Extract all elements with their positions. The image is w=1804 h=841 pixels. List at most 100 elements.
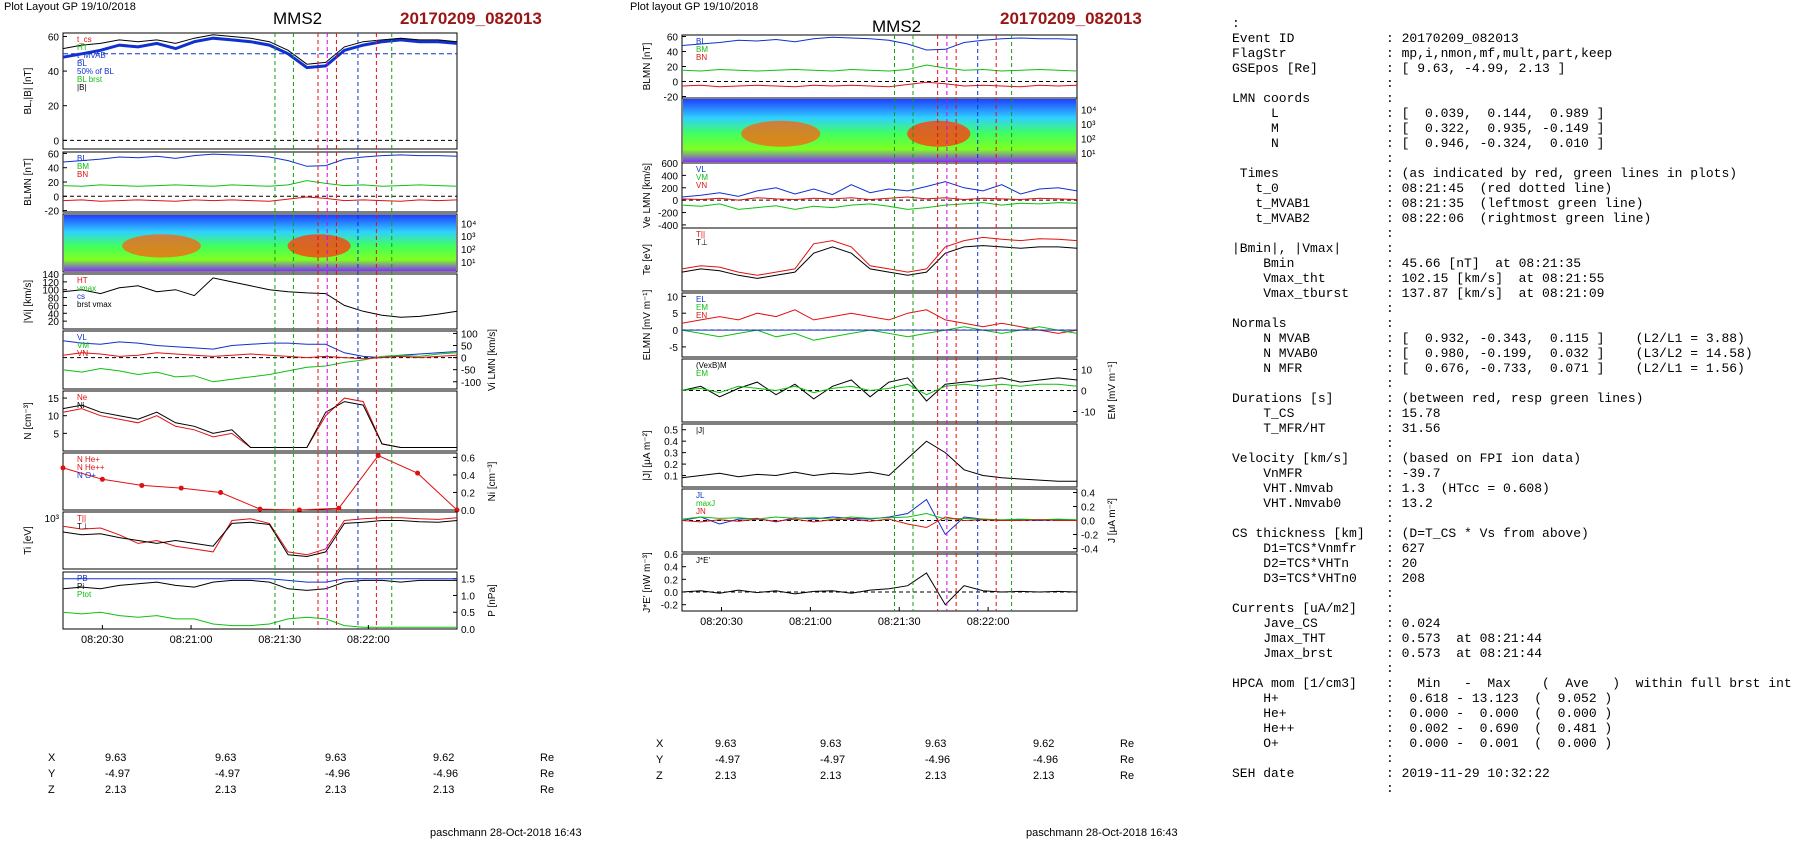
y-tick-label: 0.3 xyxy=(664,449,678,460)
series-line xyxy=(681,196,1078,201)
y-tick-label: 0 xyxy=(672,326,678,337)
spectrogram-hot-region xyxy=(741,120,821,147)
summary-row: LMN coords: xyxy=(1232,91,1802,106)
series-line xyxy=(62,579,457,591)
y-tick-label: 20 xyxy=(48,178,60,189)
legend-label: VL xyxy=(696,165,706,174)
summary-row: : xyxy=(1232,586,1802,601)
legend-label: cs xyxy=(77,292,85,301)
series-line xyxy=(681,326,1078,341)
summary-key: SEH date xyxy=(1232,766,1295,781)
legend-label: EM xyxy=(696,369,708,378)
series-line xyxy=(62,611,457,628)
summary-value: : xyxy=(1386,586,1402,601)
summary-row: O+: 0.000 - 0.001 ( 0.000 ) xyxy=(1232,736,1802,751)
series-line xyxy=(681,236,1078,276)
legend-label: JN xyxy=(696,507,706,516)
legend-label: Pi xyxy=(77,582,84,591)
legend-label: BL brst xyxy=(77,75,103,84)
summary-row: N: [ 0.946, -0.324, 0.010 ] xyxy=(1232,136,1802,151)
summary-key: Currents [uA/m2] xyxy=(1232,601,1357,616)
data-point xyxy=(296,507,302,513)
series-line xyxy=(681,36,1078,51)
summary-row: T_CS: 15.78 xyxy=(1232,406,1802,421)
summary-key: t_MVAB2 xyxy=(1232,211,1311,226)
series-line xyxy=(62,397,457,448)
summary-key: Durations [s] xyxy=(1232,391,1334,406)
panel-frame xyxy=(62,151,458,213)
summary-value: : mp,i,nmon,mf,mult,part,keep xyxy=(1386,46,1613,61)
y-tick-label: 0 xyxy=(1081,387,1087,398)
summary-key: He++ xyxy=(1232,721,1295,736)
summary-row: : xyxy=(1232,781,1802,796)
summary-row: Vmax_tburst: 137.87 [km/s] at 08:21:09 xyxy=(1232,286,1802,301)
y-tick-label: 50 xyxy=(461,342,473,353)
summary-value: : [ 0.932, -0.343, 0.115 ] (L2/L1 = 3.88… xyxy=(1386,331,1745,346)
coord-value: 9.63 xyxy=(215,752,237,764)
summary-value: : xyxy=(1386,436,1402,451)
panel-frame xyxy=(681,227,1078,292)
summary-key: T_CS xyxy=(1232,406,1295,421)
panel-frame xyxy=(62,330,458,390)
y-tick-label: -0.2 xyxy=(661,601,679,612)
summary-value: : 0.024 xyxy=(1386,616,1441,631)
summary-key: FlagStr xyxy=(1232,46,1287,61)
summary-row: Event ID: 20170209_082013 xyxy=(1232,31,1802,46)
y-tick-label: 0.0 xyxy=(461,506,475,517)
summary-key: Event ID xyxy=(1232,31,1295,46)
y-tick-label: 40 xyxy=(667,48,679,59)
summary-row: N MFR: [ 0.676, -0.733, 0.071 ] (L2/L1 =… xyxy=(1232,361,1802,376)
y-tick-label: 1.0 xyxy=(461,591,475,602)
data-point xyxy=(99,476,105,482)
spectrogram-hot-region xyxy=(122,234,201,258)
legend-label: VM xyxy=(696,173,708,182)
x-tick-label: 08:22:00 xyxy=(347,634,390,646)
coord-unit: Re xyxy=(1120,738,1135,750)
summary-key: T_MFR/HT xyxy=(1232,421,1326,436)
summary-value: : 0.002 - 0.690 ( 0.481 ) xyxy=(1386,721,1613,736)
panel-frame xyxy=(681,553,1078,612)
coord-value: -4.97 xyxy=(105,768,131,780)
legend-label: N He+ xyxy=(77,455,100,464)
summary-row: N MVAB0: [ 0.980, -0.199, 0.032 ] (L3/L2… xyxy=(1232,346,1802,361)
legend-label: BL xyxy=(696,37,706,46)
coord-axis-label: Y xyxy=(656,754,664,766)
legend-label: T|| xyxy=(696,230,705,239)
series-line xyxy=(681,64,1078,72)
summary-key: N MVAB xyxy=(1232,331,1311,346)
summary-row: N MVAB : [ 0.932, -0.343, 0.115 ] (L2/L1 … xyxy=(1232,331,1802,346)
y-tick-label: -0.4 xyxy=(1081,545,1099,556)
summary-key: M xyxy=(1232,121,1279,136)
legend-label: BL xyxy=(77,59,87,68)
summary-key: Jmax_brst xyxy=(1232,646,1334,661)
summary-row: HPCA mom [1/cm3]: Min - Max ( Ave ) with… xyxy=(1232,676,1802,691)
summary-row: L: [ 0.039, 0.144, 0.989 ] xyxy=(1232,106,1802,121)
legend-label: PB xyxy=(77,574,88,583)
panel-frame xyxy=(681,34,1078,99)
y-tick-label: 0.2 xyxy=(461,488,475,499)
summary-value: : xyxy=(1386,511,1402,526)
y-axis-label: P [nPa] xyxy=(487,584,498,617)
summary-row: H+: 0.618 - 13.123 ( 9.052 ) xyxy=(1232,691,1802,706)
legend-label: BL xyxy=(77,154,87,163)
y-tick-label: 0.6 xyxy=(664,550,678,561)
summary-key: Bmin xyxy=(1232,256,1295,271)
summary-row: Durations [s]: (between red, resp green … xyxy=(1232,391,1802,406)
y-axis-label: ELMN [mV m⁻¹] xyxy=(642,289,653,360)
summary-row: Currents [uA/m2]: xyxy=(1232,601,1802,616)
summary-value: : 20 xyxy=(1386,556,1418,571)
summary-row: T_MFR/HT: 31.56 xyxy=(1232,421,1802,436)
summary-key: LMN coords xyxy=(1232,91,1311,106)
summary-value: : xyxy=(1386,91,1402,106)
summary-key: Velocity [km/s] xyxy=(1232,451,1350,466)
coord-value: 9.63 xyxy=(715,738,737,750)
summary-value: : xyxy=(1386,226,1402,241)
coord-axis-label: X xyxy=(656,738,664,750)
y-tick-label: 200 xyxy=(661,184,678,195)
legend-label: T⊥ xyxy=(696,238,708,247)
legend-label: VM xyxy=(77,341,89,350)
y-tick-label: 40 xyxy=(48,67,60,78)
summary-value: : [ 0.980, -0.199, 0.032 ] (L3/L2 = 14.5… xyxy=(1386,346,1753,361)
series-line xyxy=(63,578,457,583)
